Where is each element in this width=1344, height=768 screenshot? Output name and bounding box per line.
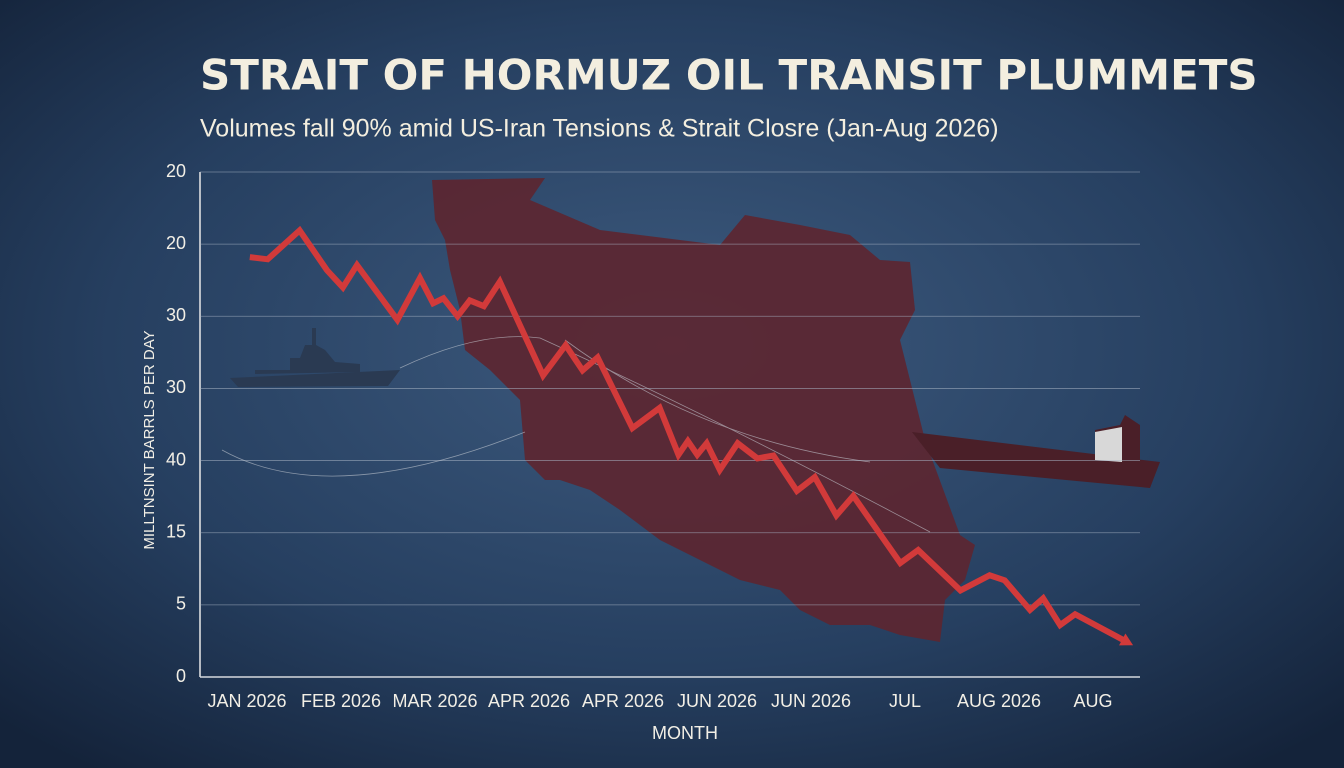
y-tick-label: 15: [166, 521, 186, 541]
y-tick-label: 5: [176, 594, 186, 614]
x-tick-label: JUN 2026: [771, 691, 851, 711]
x-tick-label: MAR 2026: [392, 691, 477, 711]
x-tick-label: JUN 2026: [677, 691, 757, 711]
x-tick-label: AUG 2026: [957, 691, 1041, 711]
x-tick-label: JUL: [889, 691, 921, 711]
x-tick-label: JAN 2026: [207, 691, 286, 711]
tanker-superstructure: [1095, 427, 1122, 462]
x-tick-label: APR 2026: [488, 691, 570, 711]
warship: [230, 328, 400, 387]
y-tick-label: 40: [166, 449, 186, 469]
x-axis-label: MONTH: [652, 723, 718, 743]
chart-title: STRAIT OF HORMUZ OIL TRANSIT PLUMMETS: [200, 51, 1258, 100]
chart-subtitle: Volumes fall 90% amid US-Iran Tensions &…: [200, 115, 999, 143]
x-tick-label: APR 2026: [582, 691, 664, 711]
y-tick-label: 0: [176, 666, 186, 686]
arrow-head: [1119, 633, 1134, 646]
x-tick-label: FEB 2026: [301, 691, 381, 711]
y-tick-label: 30: [166, 305, 186, 325]
y-tick-label: 20: [166, 161, 186, 181]
x-tick-label: AUG: [1073, 691, 1112, 711]
map-silhouette: [432, 178, 975, 642]
line: [249, 225, 1130, 646]
y-axis-label: MILLTNSINT BARRLS PER DAY: [141, 330, 158, 549]
y-tick-label: 20: [166, 233, 186, 253]
y-tick-label: 30: [166, 377, 186, 397]
